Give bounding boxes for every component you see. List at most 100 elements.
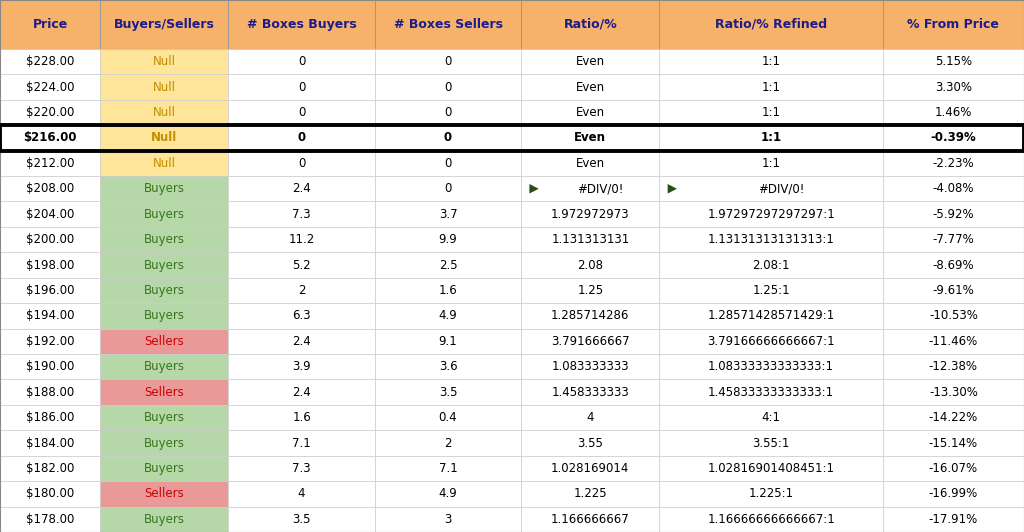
Bar [659, 430, 883, 456]
Bar [883, 456, 1024, 481]
Bar [228, 74, 375, 100]
Text: 7.3: 7.3 [292, 207, 311, 221]
Text: -16.99%: -16.99% [929, 487, 978, 501]
Bar [883, 379, 1024, 405]
Bar [375, 303, 521, 329]
Text: -11.46%: -11.46% [929, 335, 978, 348]
Bar [521, 354, 659, 379]
Text: Null: Null [153, 157, 176, 170]
Bar [883, 506, 1024, 532]
Text: $198.00: $198.00 [26, 259, 75, 271]
Text: 1.083333333: 1.083333333 [552, 360, 629, 373]
Bar [521, 456, 659, 481]
Bar [375, 456, 521, 481]
Bar [100, 151, 228, 176]
Text: 0: 0 [444, 131, 452, 144]
Bar [0, 176, 100, 202]
Bar [375, 430, 521, 456]
Bar [228, 49, 375, 74]
Bar [0, 278, 100, 303]
Text: 1:1: 1:1 [762, 106, 780, 119]
Bar [883, 0, 1024, 49]
Bar [0, 252, 100, 278]
Text: 2: 2 [444, 437, 452, 450]
Bar [521, 303, 659, 329]
Text: 4.9: 4.9 [438, 487, 458, 501]
Bar [521, 252, 659, 278]
Bar [228, 430, 375, 456]
Bar [100, 49, 228, 74]
Bar [521, 0, 659, 49]
Bar [375, 49, 521, 74]
Text: Buyers: Buyers [143, 259, 185, 271]
Bar [0, 125, 1024, 151]
Text: 2.4: 2.4 [292, 386, 311, 398]
Text: Even: Even [575, 157, 605, 170]
Text: 0: 0 [444, 55, 452, 68]
Bar [659, 354, 883, 379]
Bar [0, 456, 100, 481]
Text: 1.25: 1.25 [578, 284, 603, 297]
Bar [228, 354, 375, 379]
Text: Sellers: Sellers [144, 487, 184, 501]
Bar [375, 379, 521, 405]
Bar [659, 278, 883, 303]
Bar [883, 49, 1024, 74]
Bar [228, 100, 375, 125]
Text: 1.166666667: 1.166666667 [551, 513, 630, 526]
Text: $200.00: $200.00 [26, 233, 75, 246]
Text: 3: 3 [444, 513, 452, 526]
Text: Buyers: Buyers [143, 284, 185, 297]
Bar [883, 176, 1024, 202]
Bar [228, 176, 375, 202]
Bar [100, 278, 228, 303]
Bar [521, 405, 659, 430]
Bar [0, 303, 100, 329]
Text: 6.3: 6.3 [292, 310, 311, 322]
Bar [521, 481, 659, 506]
Bar [100, 74, 228, 100]
Bar [100, 329, 228, 354]
Text: 1.131313131: 1.131313131 [551, 233, 630, 246]
Bar [659, 151, 883, 176]
Text: 3.9: 3.9 [292, 360, 311, 373]
Bar [0, 74, 100, 100]
Text: 1.08333333333333:1: 1.08333333333333:1 [708, 360, 835, 373]
Bar [0, 125, 100, 151]
Bar [100, 354, 228, 379]
Text: 2.4: 2.4 [292, 182, 311, 195]
Text: Sellers: Sellers [144, 335, 184, 348]
Bar [228, 252, 375, 278]
Text: Buyers: Buyers [143, 513, 185, 526]
Bar [659, 506, 883, 532]
Bar [0, 202, 100, 227]
Bar [0, 151, 100, 176]
Bar [0, 354, 100, 379]
Bar [521, 176, 659, 202]
Text: 2: 2 [298, 284, 305, 297]
Bar [375, 278, 521, 303]
Bar [375, 506, 521, 532]
Text: 0.4: 0.4 [438, 411, 458, 424]
Text: 0: 0 [444, 182, 452, 195]
Bar [228, 379, 375, 405]
Bar [100, 430, 228, 456]
Text: # Boxes Sellers: # Boxes Sellers [393, 18, 503, 31]
Bar [659, 303, 883, 329]
Text: Null: Null [153, 55, 176, 68]
Bar [375, 227, 521, 252]
Text: $192.00: $192.00 [26, 335, 75, 348]
Bar [0, 379, 100, 405]
Text: 1.02816901408451:1: 1.02816901408451:1 [708, 462, 835, 475]
Text: 1:1: 1:1 [761, 131, 781, 144]
Text: 0: 0 [444, 80, 452, 94]
Text: 0: 0 [298, 106, 305, 119]
Text: 3.6: 3.6 [438, 360, 458, 373]
Text: Buyers: Buyers [143, 462, 185, 475]
Bar [228, 405, 375, 430]
Text: $180.00: $180.00 [26, 487, 75, 501]
Text: 1.225:1: 1.225:1 [749, 487, 794, 501]
Text: $178.00: $178.00 [26, 513, 75, 526]
Text: Null: Null [153, 106, 176, 119]
Text: 1.285714286: 1.285714286 [551, 310, 630, 322]
